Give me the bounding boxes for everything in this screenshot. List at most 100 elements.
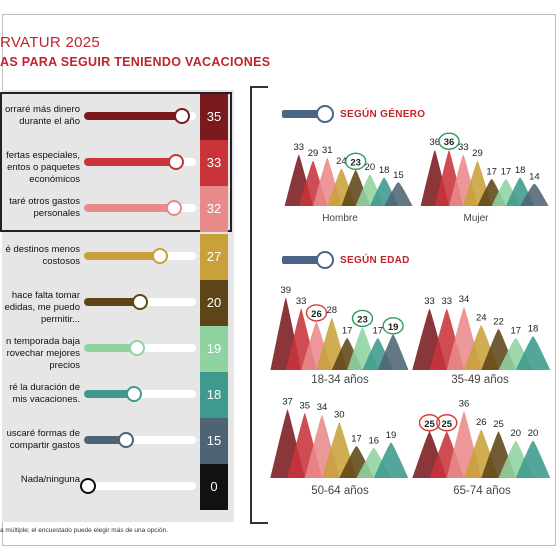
age-section-title: SEGÚN EDAD — [340, 255, 410, 266]
peak-group: 25 25 36 26 25 20 20 65-74 años — [412, 398, 551, 497]
peak-value-label: 33 — [294, 142, 305, 153]
strategy-label: ré la duración de mis vacaciones. — [9, 382, 80, 405]
peak-mark — [515, 336, 551, 370]
strategy-slider — [84, 248, 196, 264]
peak-value-label: 17 — [510, 326, 521, 337]
top-three-highlight — [0, 92, 232, 232]
strategy-slider-knob — [174, 108, 190, 124]
peak-mark — [373, 442, 409, 478]
peak-mark — [515, 440, 551, 478]
peak-value-label: 34 — [317, 402, 328, 413]
peak-value-label: 23 — [350, 157, 361, 168]
age-toggle-knob — [316, 251, 334, 269]
peak-value-label: 20 — [510, 428, 521, 439]
peak-value-label: 36 — [444, 137, 455, 148]
peak-mark — [384, 182, 413, 206]
peak-value-label: 36 — [459, 398, 470, 409]
peak-value-label: 26 — [311, 309, 322, 320]
strategy-slider-knob — [168, 154, 185, 170]
peak-value-label: 16 — [368, 435, 379, 446]
peak-value-label: 29 — [472, 148, 483, 159]
peak-value-label: 17 — [501, 167, 512, 178]
group-label: Mujer — [463, 213, 489, 224]
peak-group: 37 35 34 30 17 16 19 50-64 años — [270, 397, 409, 497]
peak-value-label: 33 — [458, 142, 469, 153]
strategy-slider — [84, 432, 196, 448]
group-label: 35-49 años — [451, 374, 509, 386]
highlight-circle — [351, 309, 374, 328]
infographic-subtitle: AS PARA SEGUIR TENIENDO VACACIONES — [0, 55, 271, 69]
peak-value-label: 19 — [388, 322, 399, 333]
strategy-slider-fill — [84, 158, 177, 166]
peak-value-label: 19 — [386, 430, 397, 441]
strategy-slider-knob — [165, 200, 182, 216]
peak-value-label: 25 — [441, 419, 452, 430]
highlight-circle — [305, 304, 328, 322]
peak-value-label: 31 — [322, 145, 333, 156]
strategy-slider-knob — [129, 340, 146, 356]
peak-value-label: 20 — [365, 162, 376, 173]
group-label: Hombre — [322, 213, 358, 224]
strategy-slider-knob — [132, 294, 148, 310]
peak-value-label: 24 — [336, 156, 347, 167]
highlight-circle — [382, 317, 404, 335]
panel-bracket — [250, 86, 268, 524]
highlight-circle — [344, 152, 367, 171]
strategy-slider — [84, 108, 196, 124]
peak-value-label: 36 — [430, 137, 441, 148]
peak-value-label: 15 — [393, 170, 404, 181]
strategy-label: uscaré formas de compartir gastos — [6, 428, 80, 451]
peak-value-label: 17 — [342, 326, 353, 337]
peak-value-label: 20 — [528, 428, 539, 439]
group-label: 18-34 años — [311, 374, 369, 386]
peak-value-label: 18 — [379, 165, 390, 176]
peak-value-label: 35 — [299, 400, 310, 411]
strategy-label: hace falta tomar edidas, me puedo permit… — [4, 290, 80, 325]
strategy-label: orraré más dinero durante el año — [5, 104, 80, 127]
highlight-circle — [436, 414, 458, 432]
strategy-slider-fill — [84, 390, 135, 398]
highlight-circle — [438, 132, 460, 150]
peak-value-label: 14 — [529, 171, 540, 182]
group-label: 65-74 años — [453, 485, 511, 497]
peak-value-label: 33 — [296, 296, 307, 307]
highlight-circle — [418, 414, 441, 432]
strategy-value: 27 — [200, 234, 228, 280]
strategy-slider — [84, 294, 196, 310]
strategy-label: Nada/ninguna — [20, 474, 80, 485]
peak-value-label: 33 — [424, 296, 435, 307]
strategy-slider — [84, 200, 196, 216]
peak-value-label: 25 — [424, 419, 435, 430]
peak-value-label: 23 — [357, 314, 368, 325]
strategy-slider-fill — [84, 298, 140, 306]
strategy-label: é destinos menos costosos — [5, 244, 80, 267]
strategy-slider-fill — [84, 436, 126, 444]
strategy-slider-fill — [84, 204, 174, 212]
gender-toggle-knob — [316, 105, 334, 123]
peak-mark — [377, 334, 409, 370]
peak-mark — [520, 183, 549, 206]
strategy-value: 15 — [200, 418, 228, 464]
strategy-slider-fill — [84, 112, 182, 120]
peak-value-label: 17 — [351, 434, 362, 445]
strategy-label: n temporada baja rovechar mejores precio… — [6, 336, 80, 371]
strategy-slider-knob — [126, 386, 143, 402]
strategy-value: 32 — [200, 186, 228, 232]
peak-value-label: 18 — [528, 324, 539, 335]
gender-section-title: SEGÚN GÉNERO — [340, 109, 426, 120]
peak-value-label: 33 — [441, 296, 452, 307]
peak-value-label: 39 — [281, 285, 292, 296]
strategy-value: 0 — [200, 464, 228, 510]
gender-toggle-bar — [282, 110, 326, 118]
strategy-label: taré otros gastos personales — [9, 196, 80, 219]
strategy-slider-knob — [118, 432, 134, 448]
strategy-slider — [84, 386, 196, 402]
age-toggle-bar — [282, 256, 326, 264]
group-label: 50-64 años — [311, 485, 369, 497]
peak-value-label: 34 — [459, 294, 470, 305]
strategy-slider-fill — [84, 344, 138, 352]
peak-value-label: 28 — [327, 305, 338, 316]
